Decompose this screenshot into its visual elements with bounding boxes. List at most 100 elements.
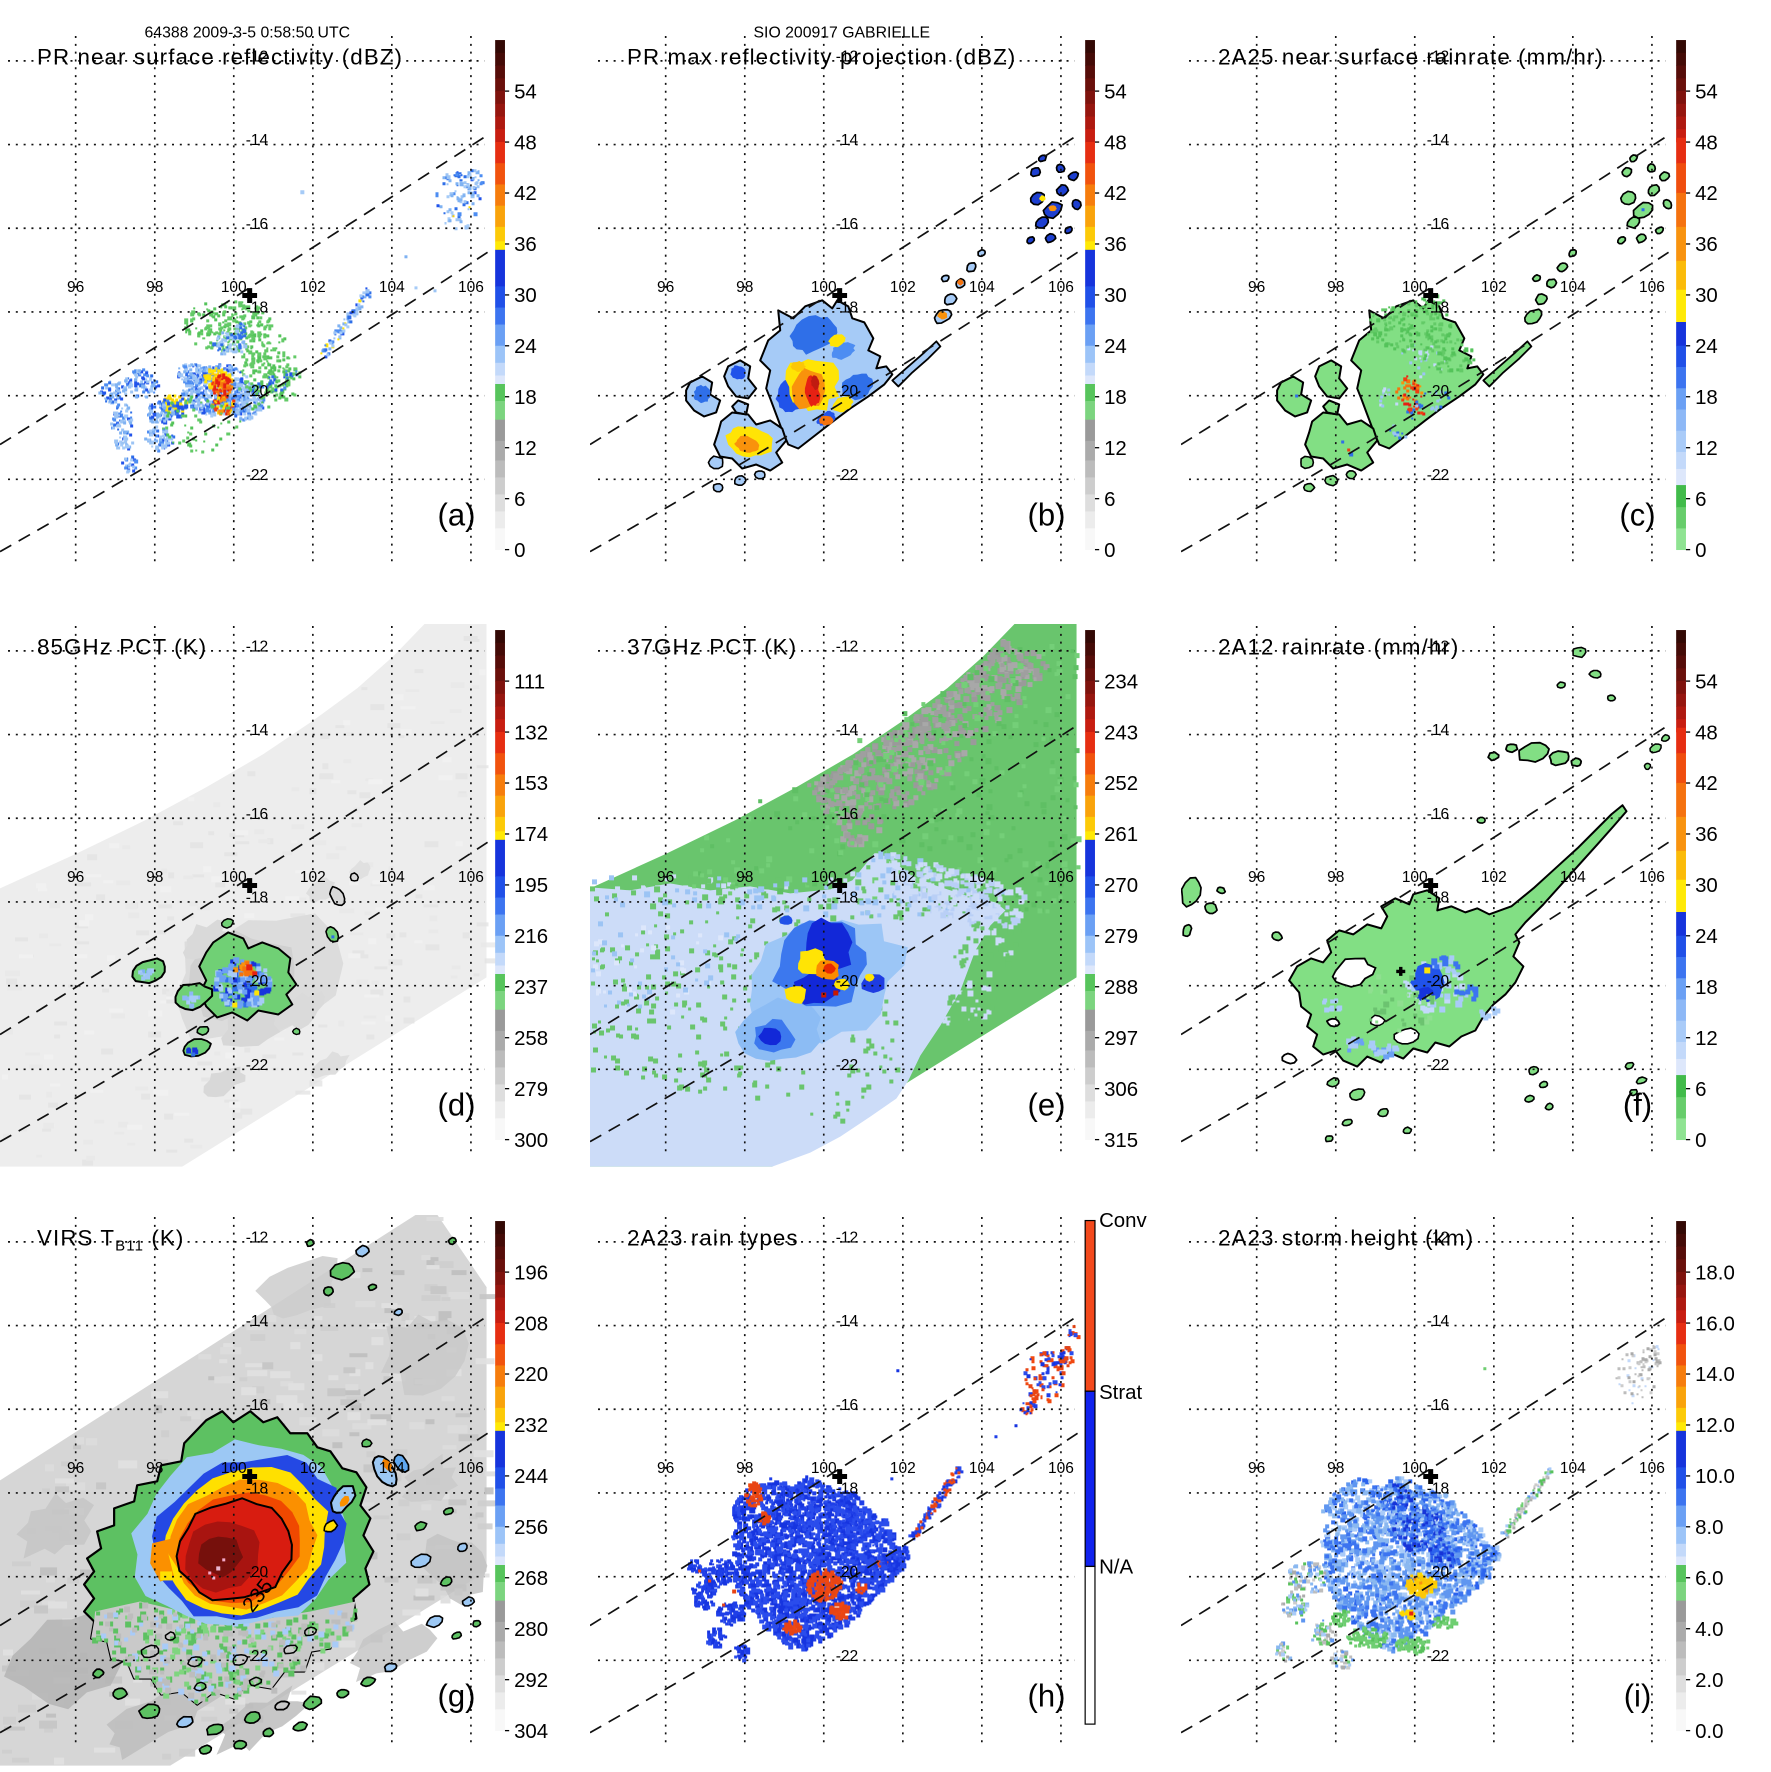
svg-text:0.0: 0.0	[1695, 1721, 1723, 1743]
svg-text:36: 36	[1104, 234, 1127, 256]
svg-text:30: 30	[514, 285, 537, 307]
svg-text:42: 42	[1695, 773, 1718, 795]
svg-text:-16: -16	[836, 216, 858, 233]
svg-text:279: 279	[514, 1079, 548, 1101]
svg-text:100: 100	[221, 279, 247, 296]
svg-text:24: 24	[1695, 336, 1718, 358]
svg-text:30: 30	[1104, 285, 1127, 307]
svg-text:-18: -18	[246, 1480, 268, 1497]
svg-text:106: 106	[1048, 279, 1074, 296]
svg-text:2A25 near surface rainrate (mm: 2A25 near surface rainrate (mm/hr)	[1218, 45, 1604, 70]
svg-text:SIO 200917 GABRIELLE: SIO 200917 GABRIELLE	[754, 25, 931, 42]
svg-text:104: 104	[379, 869, 405, 886]
svg-text:-12: -12	[836, 1229, 858, 1246]
svg-text:-22: -22	[836, 467, 858, 484]
svg-text:-16: -16	[836, 1397, 858, 1414]
svg-text:-18: -18	[1427, 299, 1449, 316]
svg-text:N/A: N/A	[1099, 1556, 1133, 1578]
svg-text:85GHz PCT (K): 85GHz PCT (K)	[37, 635, 207, 660]
svg-text:102: 102	[300, 279, 326, 296]
svg-text:VIRS TB11 (K): VIRS TB11 (K)	[37, 1226, 184, 1255]
svg-text:279: 279	[1104, 926, 1138, 948]
svg-text:98: 98	[146, 1460, 163, 1477]
svg-text:106: 106	[1639, 1460, 1665, 1477]
svg-text:Conv: Conv	[1099, 1210, 1147, 1232]
svg-text:-22: -22	[246, 467, 268, 484]
svg-text:98: 98	[1327, 869, 1344, 886]
svg-text:2A23 storm height (km): 2A23 storm height (km)	[1218, 1226, 1474, 1251]
svg-text:-14: -14	[1427, 132, 1450, 149]
svg-text:106: 106	[1639, 279, 1665, 296]
svg-text:-18: -18	[836, 299, 858, 316]
svg-text:-14: -14	[1427, 1313, 1450, 1330]
svg-text:30: 30	[1695, 285, 1718, 307]
svg-text:-20: -20	[246, 383, 269, 400]
svg-text:-18: -18	[836, 889, 858, 906]
svg-text:-14: -14	[246, 132, 269, 149]
svg-text:Strat: Strat	[1099, 1382, 1142, 1404]
svg-text:-20: -20	[836, 383, 859, 400]
svg-text:106: 106	[1048, 869, 1074, 886]
svg-text:104: 104	[969, 869, 995, 886]
svg-text:315: 315	[1104, 1130, 1138, 1152]
svg-text:12: 12	[514, 438, 537, 460]
svg-text:100: 100	[221, 1460, 247, 1477]
svg-text:(h): (h)	[1028, 1679, 1066, 1714]
svg-text:98: 98	[1327, 1460, 1344, 1477]
svg-text:216: 216	[514, 926, 548, 948]
svg-text:100: 100	[221, 869, 247, 886]
svg-text:2.0: 2.0	[1695, 1670, 1723, 1692]
svg-text:-22: -22	[1427, 467, 1449, 484]
svg-text:102: 102	[1481, 869, 1507, 886]
svg-text:36: 36	[1695, 824, 1718, 846]
svg-text:48: 48	[1104, 132, 1127, 154]
svg-text:96: 96	[1248, 279, 1265, 296]
svg-text:PR near surface reflectivity (: PR near surface reflectivity (dBZ)	[37, 45, 403, 70]
svg-text:232: 232	[514, 1415, 548, 1437]
svg-text:98: 98	[1327, 279, 1344, 296]
svg-text:18: 18	[1695, 977, 1718, 999]
svg-text:36: 36	[514, 234, 537, 256]
svg-text:(a): (a)	[438, 498, 476, 533]
svg-text:-14: -14	[246, 1313, 269, 1330]
svg-text:111: 111	[514, 671, 545, 693]
svg-text:292: 292	[514, 1670, 548, 1692]
svg-text:12: 12	[1695, 438, 1718, 460]
svg-text:42: 42	[1104, 183, 1127, 205]
svg-text:96: 96	[67, 869, 84, 886]
svg-text:4.0: 4.0	[1695, 1619, 1723, 1641]
svg-text:-22: -22	[1427, 1648, 1449, 1665]
svg-text:-20: -20	[1427, 1564, 1450, 1581]
svg-text:12: 12	[1695, 1028, 1718, 1050]
svg-text:36: 36	[1695, 234, 1718, 256]
svg-text:100: 100	[1402, 1460, 1428, 1477]
svg-text:42: 42	[1695, 183, 1718, 205]
svg-text:(g): (g)	[438, 1679, 476, 1714]
svg-text:-12: -12	[1427, 1229, 1449, 1246]
svg-text:-12: -12	[246, 48, 268, 65]
svg-text:100: 100	[1402, 279, 1428, 296]
svg-text:-12: -12	[836, 48, 858, 65]
svg-text:8.0: 8.0	[1695, 1517, 1723, 1539]
svg-text:306: 306	[1104, 1079, 1138, 1101]
svg-text:18: 18	[1104, 387, 1127, 409]
svg-text:104: 104	[969, 279, 995, 296]
svg-text:234: 234	[1104, 671, 1138, 693]
svg-text:0: 0	[1695, 540, 1706, 562]
svg-text:288: 288	[1104, 977, 1138, 999]
svg-text:256: 256	[514, 1517, 548, 1539]
svg-text:-12: -12	[246, 1229, 268, 1246]
svg-text:100: 100	[811, 279, 837, 296]
svg-text:258: 258	[514, 1028, 548, 1050]
svg-text:268: 268	[514, 1568, 548, 1590]
svg-text:-14: -14	[836, 132, 859, 149]
svg-text:104: 104	[1560, 1460, 1586, 1477]
svg-text:-18: -18	[1427, 1480, 1449, 1497]
svg-text:102: 102	[890, 869, 916, 886]
svg-text:18.0: 18.0	[1695, 1262, 1735, 1284]
svg-text:6: 6	[1695, 489, 1706, 511]
svg-text:98: 98	[146, 869, 163, 886]
svg-text:54: 54	[1695, 81, 1718, 103]
svg-text:54: 54	[514, 81, 537, 103]
svg-text:196: 196	[514, 1262, 548, 1284]
